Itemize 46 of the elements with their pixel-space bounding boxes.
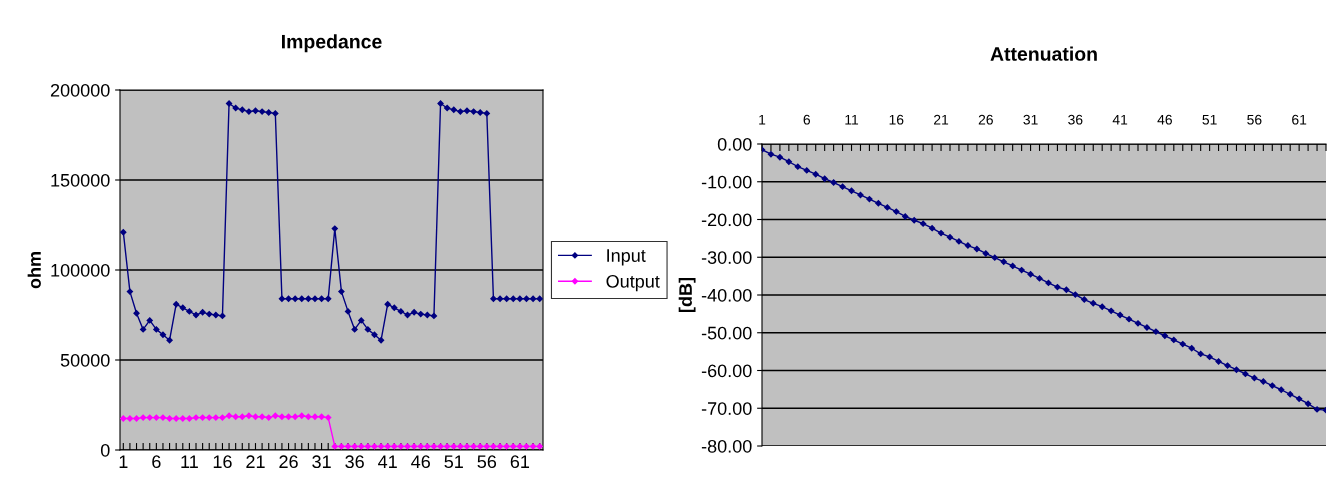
- y-tick-label: -40.00: [701, 288, 752, 302]
- y-axis-title: ohm: [27, 252, 41, 289]
- y-tick-label: 200000: [50, 83, 110, 97]
- legend-label: Input: [607, 249, 646, 266]
- x-tick-label: 46: [411, 455, 430, 469]
- y-tick-label: 0: [100, 443, 110, 457]
- x-tick-label: 6: [803, 114, 811, 125]
- x-tick-label: 31: [312, 455, 331, 469]
- x-tick-label: 51: [1202, 114, 1217, 125]
- x-tick-label: 11: [181, 455, 198, 468]
- x-tick-label: 46: [1157, 114, 1172, 125]
- x-tick-label: 61: [510, 455, 530, 469]
- x-tick-label: 1: [759, 114, 766, 125]
- legend-label: Output: [606, 274, 660, 292]
- x-tick-label: 6: [152, 455, 161, 469]
- x-tick-label: 31: [1023, 114, 1038, 125]
- x-tick-label: 1: [119, 455, 128, 468]
- y-tick-label: 150000: [51, 173, 110, 187]
- x-tick-label: 41: [378, 455, 397, 468]
- y-tick-label: -70.00: [701, 402, 752, 415]
- y-tick-label: 50000: [60, 353, 110, 367]
- x-tick-label: 61: [1292, 114, 1307, 125]
- chart-title: Impedance: [282, 34, 382, 53]
- y-tick-label: -60.00: [701, 364, 752, 378]
- x-tick-label: 11: [845, 114, 859, 125]
- x-tick-label: 16: [889, 114, 904, 125]
- y-tick-label: -10.00: [701, 175, 752, 189]
- x-tick-label: 56: [477, 455, 497, 469]
- x-tick-label: 21: [934, 114, 949, 125]
- x-tick-label: 36: [345, 455, 364, 469]
- x-tick-label: 26: [978, 114, 993, 125]
- y-tick-label: -80.00: [701, 439, 752, 453]
- x-tick-label: 51: [444, 455, 463, 469]
- y-tick-label: -30.00: [701, 251, 752, 264]
- y-tick-label: 0.00: [717, 137, 752, 151]
- x-tick-label: 16: [213, 455, 232, 469]
- x-tick-label: 56: [1247, 114, 1262, 125]
- x-tick-label: 41: [1112, 114, 1128, 125]
- chart-title: Attenuation: [990, 46, 1097, 61]
- y-axis-title: [dB]: [678, 277, 696, 313]
- y-tick-label: -20.00: [701, 213, 752, 227]
- y-tick-label: 100000: [51, 263, 110, 277]
- x-tick-label: 36: [1068, 114, 1083, 125]
- x-tick-label: 21: [246, 455, 265, 468]
- y-tick-label: -50.00: [701, 326, 752, 340]
- x-tick-label: 26: [279, 455, 298, 469]
